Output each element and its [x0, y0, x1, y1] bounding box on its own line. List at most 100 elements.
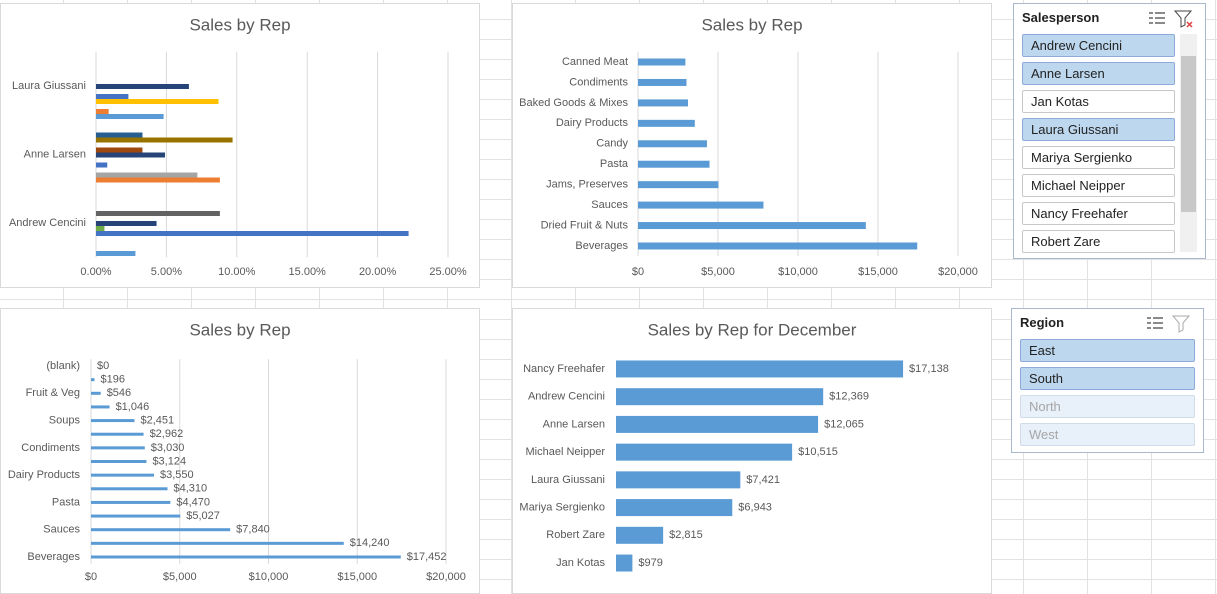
y-tick-label: Dried Fruit & Nuts	[541, 219, 629, 231]
x-tick-label: $10,000	[249, 571, 289, 583]
bar	[96, 152, 165, 158]
data-label: $546	[107, 387, 131, 399]
data-label: $3,550	[160, 469, 194, 481]
slicer-icons[interactable]	[1145, 313, 1195, 333]
y-tick-label: Pasta	[600, 158, 629, 170]
slicer-item[interactable]: Anne Larsen	[1022, 62, 1175, 85]
bar	[91, 460, 147, 463]
y-tick-label: Laura Giussani	[12, 80, 86, 92]
scrollbar[interactable]	[1180, 34, 1197, 252]
bar	[96, 109, 109, 114]
x-tick-label: $15,000	[337, 571, 377, 583]
y-tick-label: Mariya Sergienko	[519, 501, 605, 513]
y-tick-label: Anne Larsen	[24, 148, 86, 160]
chart: Sales by Rep 0.00% 5.00% 10.00% 15.00% 20.00%…	[0, 3, 480, 288]
data-label: $2,451	[141, 414, 175, 426]
y-tick-label: Nancy Freehafer	[523, 363, 605, 375]
bar	[96, 172, 198, 178]
y-tick-label: (blank)	[46, 360, 80, 372]
x-tick-label: 15.00%	[289, 266, 327, 278]
x-tick-label: $10,000	[778, 266, 818, 278]
chart-area	[0, 308, 480, 594]
data-label: $1,046	[116, 401, 150, 413]
data-label: $3,124	[152, 455, 186, 467]
x-tick-label: $20,000	[426, 571, 466, 583]
slicer-item[interactable]: East	[1020, 339, 1195, 362]
slicer-item[interactable]: Michael Neipper	[1022, 174, 1175, 197]
x-tick-label: 25.00%	[429, 266, 467, 278]
slicer-item[interactable]: Robert Zare	[1022, 230, 1175, 253]
slicer-item[interactable]: South	[1020, 367, 1195, 390]
bar	[96, 177, 220, 183]
bar	[91, 446, 145, 450]
data-label: $7,421	[746, 474, 780, 486]
bar	[638, 222, 866, 230]
data-label: $17,138	[909, 363, 949, 375]
data-label: $979	[638, 557, 662, 569]
slicer-item[interactable]: Mariya Sergienko	[1022, 146, 1175, 169]
slicer-item[interactable]: Andrew Cencini	[1022, 34, 1175, 57]
bar	[96, 221, 157, 226]
y-tick-label: Canned Meat	[562, 56, 628, 68]
y-tick-label: Sauces	[591, 199, 628, 211]
bar	[638, 78, 687, 86]
data-label: $12,369	[829, 391, 869, 403]
chart-area	[512, 3, 992, 288]
bar	[638, 58, 686, 66]
y-tick-label: Baked Goods & Mixes	[519, 97, 628, 109]
y-tick-label: Pasta	[52, 496, 81, 508]
x-tick-label: $20,000	[938, 266, 978, 278]
x-tick-label: 10.00%	[218, 266, 256, 278]
chart-title: Sales by Rep	[189, 320, 290, 339]
y-tick-label: Fruit & Veg	[26, 387, 80, 399]
bar	[616, 526, 664, 544]
bar	[91, 555, 401, 559]
bar	[91, 500, 171, 504]
data-label: $6,943	[738, 501, 772, 513]
x-tick-label: 0.00%	[80, 266, 111, 278]
bar	[616, 471, 741, 489]
slicer-item[interactable]: Nancy Freehafer	[1022, 202, 1175, 225]
slicer-item[interactable]: Laura Giussani	[1022, 118, 1175, 141]
data-label: $17,452	[407, 551, 447, 563]
scroll-thumb[interactable]	[1181, 56, 1196, 212]
y-tick-label: Beverages	[27, 551, 80, 563]
bar	[96, 132, 143, 138]
chart: Sales by Rep for December Nancy Freehafer…	[512, 308, 992, 594]
bar	[96, 99, 219, 104]
data-label: $7,840	[236, 524, 270, 536]
y-tick-label: Robert Zare	[546, 529, 605, 541]
bar	[638, 242, 918, 250]
bar	[91, 391, 101, 395]
data-label: $4,310	[174, 483, 208, 495]
bar	[96, 114, 164, 119]
y-tick-label: Condiments	[569, 76, 628, 88]
x-tick-label: 5.00%	[151, 266, 182, 278]
bar	[638, 181, 719, 189]
bar	[91, 419, 135, 423]
chart: Sales by Rep $0 $5,000 $10,000 $15,000 $20,00…	[0, 308, 480, 594]
bar	[96, 84, 189, 89]
x-tick-label: $15,000	[858, 266, 898, 278]
bar	[96, 147, 143, 153]
bar	[91, 378, 95, 382]
data-label: $0	[97, 360, 109, 372]
y-tick-label: Jan Kotas	[556, 557, 605, 569]
salesperson-slicer: Salesperson Andrew Cencini Anne Larsen Jan…	[1013, 3, 1206, 259]
bar	[96, 231, 409, 236]
data-label: $3,030	[151, 442, 185, 454]
slicer-item[interactable]: North	[1020, 395, 1195, 418]
bar	[616, 554, 633, 572]
slicer-item[interactable]: West	[1020, 423, 1195, 446]
chart: Sales by Rep $0 $5,000 $10,000 $15,000 $20,00…	[512, 3, 992, 288]
bar	[616, 415, 819, 433]
data-label: $10,515	[798, 446, 838, 458]
y-tick-label: Dairy Products	[556, 117, 629, 129]
y-tick-label: Candy	[596, 138, 628, 150]
slicer-item[interactable]: Jan Kotas	[1022, 90, 1175, 113]
chart-title: Sales by Rep	[189, 15, 290, 34]
slicer-icons[interactable]	[1147, 8, 1197, 28]
bar	[91, 487, 168, 491]
data-label: $196	[100, 374, 124, 386]
y-tick-label: Beverages	[575, 240, 628, 252]
